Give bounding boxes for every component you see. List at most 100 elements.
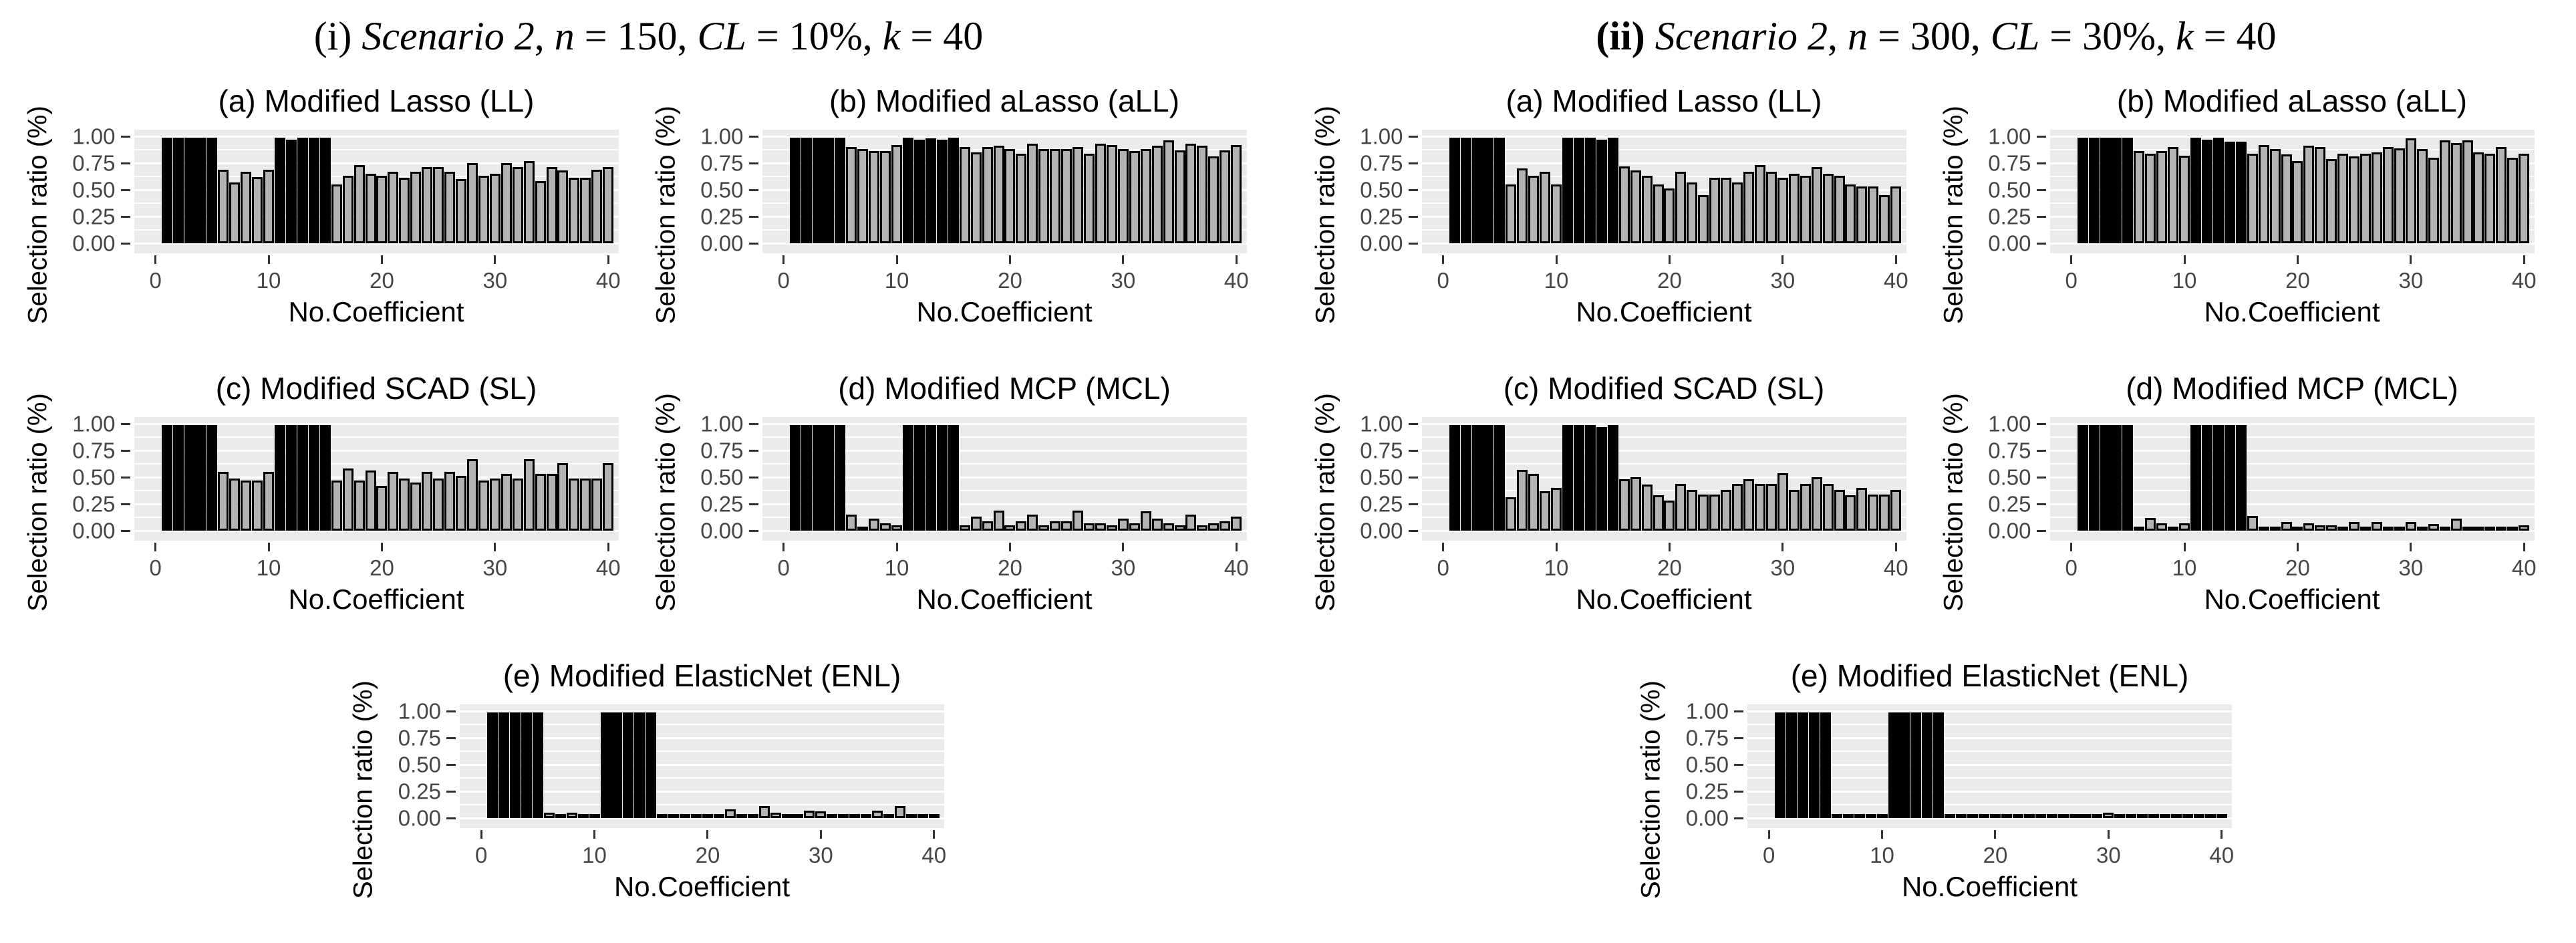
bar[interactable] <box>1140 511 1151 531</box>
bar[interactable] <box>365 174 376 243</box>
bar[interactable] <box>422 472 433 531</box>
bar[interactable] <box>959 147 970 243</box>
bar[interactable] <box>2114 814 2126 818</box>
bar[interactable] <box>812 425 823 531</box>
subplot[interactable]: Selection ratio (%) (e) Modified ElasticN… <box>346 640 951 928</box>
bar[interactable] <box>1945 814 1956 818</box>
bar[interactable] <box>2080 814 2092 818</box>
subplot[interactable]: Selection ratio (%) (b) Modified aLasso (… <box>1937 65 2541 353</box>
bar[interactable] <box>1460 425 1471 531</box>
bar[interactable] <box>1709 178 1721 243</box>
bar[interactable] <box>1831 814 1842 818</box>
bar[interactable] <box>982 521 993 531</box>
bar[interactable] <box>1072 511 1084 531</box>
bar[interactable] <box>1754 484 1765 531</box>
bar[interactable] <box>342 176 353 243</box>
bar[interactable] <box>2394 527 2405 531</box>
bar[interactable] <box>2035 814 2046 818</box>
bar[interactable] <box>161 138 172 243</box>
bar[interactable] <box>591 170 603 243</box>
bar[interactable] <box>1607 138 1618 243</box>
bar[interactable] <box>184 138 195 243</box>
bar[interactable] <box>1117 149 1129 243</box>
bar[interactable] <box>1808 712 1820 818</box>
bar[interactable] <box>623 712 634 818</box>
bar[interactable] <box>657 814 668 818</box>
bar[interactable] <box>566 813 577 818</box>
bar[interactable] <box>1732 484 1743 531</box>
bar[interactable] <box>680 814 691 818</box>
bar[interactable] <box>2160 814 2171 818</box>
bar[interactable] <box>2337 154 2349 243</box>
bar[interactable] <box>925 425 936 531</box>
bar[interactable] <box>849 814 861 818</box>
bar[interactable] <box>1842 814 1854 818</box>
bar[interactable] <box>1967 814 1979 818</box>
bar[interactable] <box>1483 138 1494 243</box>
bar[interactable] <box>2292 161 2303 243</box>
bar[interactable] <box>399 178 410 243</box>
bar[interactable] <box>569 479 580 531</box>
bar[interactable] <box>589 814 600 818</box>
bar[interactable] <box>2179 523 2190 531</box>
bar[interactable] <box>399 479 410 531</box>
bar[interactable] <box>1721 490 1732 531</box>
bar[interactable] <box>2281 154 2292 243</box>
bar[interactable] <box>2416 149 2428 243</box>
bar[interactable] <box>2507 158 2519 243</box>
bar[interactable] <box>535 474 546 531</box>
bar[interactable] <box>823 425 835 531</box>
bar[interactable] <box>846 515 857 531</box>
bar[interactable] <box>1664 501 1675 531</box>
bar[interactable] <box>252 177 263 243</box>
bar[interactable] <box>206 138 218 243</box>
subplot[interactable]: Selection ratio (%) (c) Modified SCAD (SL… <box>1308 353 1913 640</box>
bar[interactable] <box>1596 140 1607 243</box>
bar[interactable] <box>376 176 388 243</box>
bar[interactable] <box>880 151 891 243</box>
bar[interactable] <box>1517 470 1528 531</box>
bar[interactable] <box>498 712 510 818</box>
bar[interactable] <box>365 470 376 531</box>
bar[interactable] <box>523 161 535 243</box>
bar[interactable] <box>1140 149 1151 243</box>
bar[interactable] <box>2496 527 2507 531</box>
bar[interactable] <box>1231 145 1242 243</box>
bar[interactable] <box>275 425 286 531</box>
bar[interactable] <box>1050 521 1061 531</box>
bar[interactable] <box>1163 523 1174 531</box>
bar[interactable] <box>1732 182 1743 243</box>
bar[interactable] <box>789 425 801 531</box>
bar[interactable] <box>903 425 914 531</box>
bar[interactable] <box>466 459 478 531</box>
bar[interactable] <box>1494 425 1506 531</box>
bar[interactable] <box>2212 425 2224 531</box>
bar[interactable] <box>1618 479 1630 531</box>
bar[interactable] <box>815 811 827 818</box>
bar[interactable] <box>1788 174 1800 243</box>
bar[interactable] <box>489 174 500 243</box>
bar[interactable] <box>1163 140 1174 243</box>
bar[interactable] <box>172 138 184 243</box>
bar[interactable] <box>388 472 399 531</box>
bar[interactable] <box>444 172 456 243</box>
bar[interactable] <box>1129 523 1140 531</box>
bar[interactable] <box>444 472 456 531</box>
bar[interactable] <box>1129 151 1140 243</box>
bar[interactable] <box>2428 524 2439 531</box>
bar[interactable] <box>2122 425 2134 531</box>
bar[interactable] <box>2201 425 2212 531</box>
bar[interactable] <box>835 425 846 531</box>
subplot[interactable]: Selection ratio (%) (e) Modified ElasticN… <box>1634 640 2239 928</box>
bar[interactable] <box>1664 188 1675 243</box>
bar[interactable] <box>1174 150 1185 243</box>
bar[interactable] <box>1494 138 1506 243</box>
bar[interactable] <box>512 167 523 243</box>
bar[interactable] <box>308 425 319 531</box>
bar[interactable] <box>2439 527 2450 531</box>
bar[interactable] <box>1675 484 1687 531</box>
bar[interactable] <box>1854 814 1865 818</box>
bar[interactable] <box>1989 814 2001 818</box>
bar[interactable] <box>2156 523 2168 531</box>
bar[interactable] <box>2092 814 2103 818</box>
